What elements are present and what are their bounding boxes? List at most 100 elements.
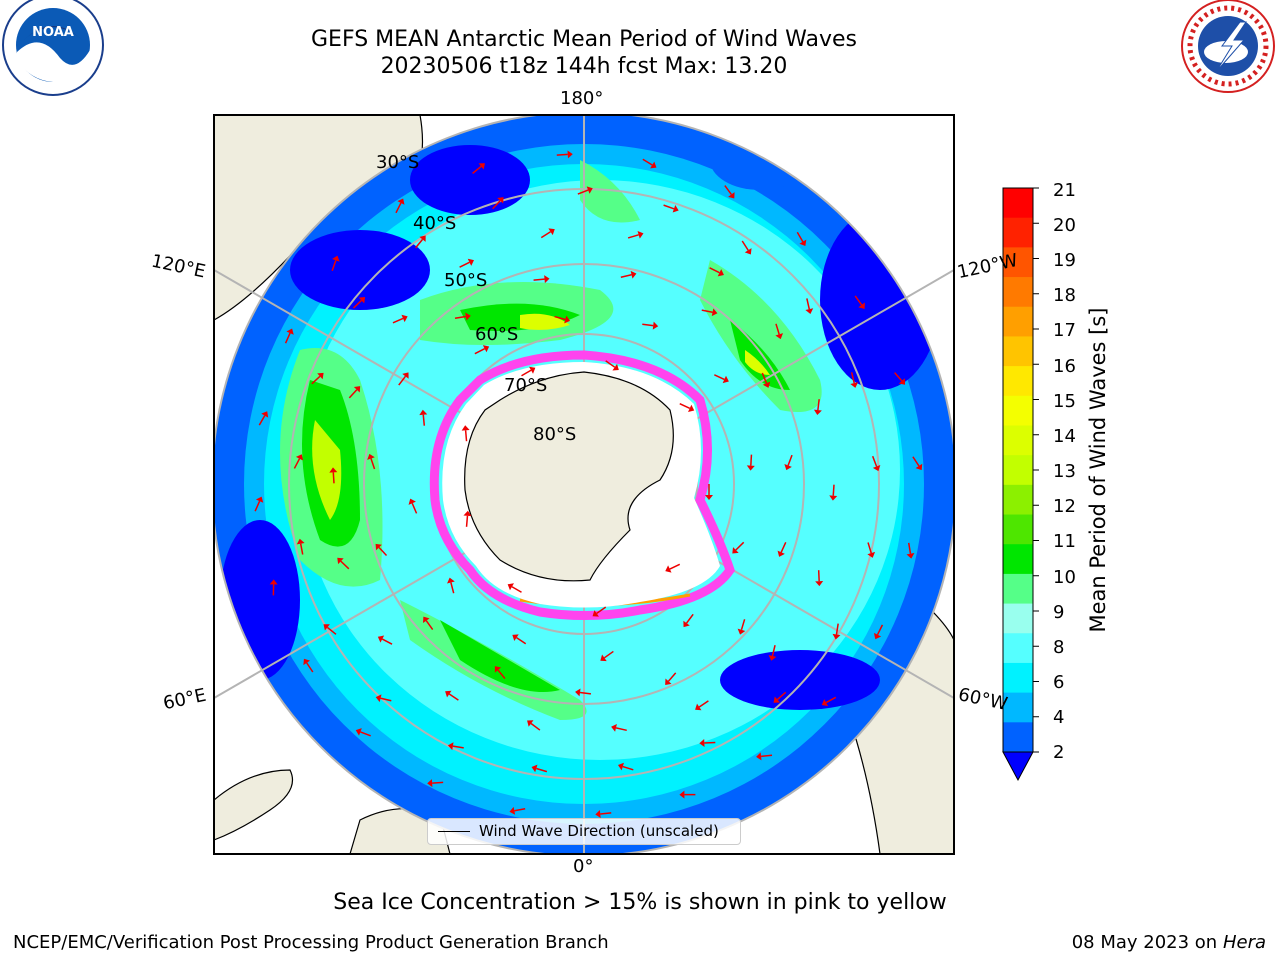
wave-direction-arrow bbox=[337, 557, 350, 570]
footer-date-text: 08 May 2023 on bbox=[1071, 932, 1218, 953]
sea-ice-edge bbox=[429, 350, 735, 621]
colorbar-segment bbox=[1003, 277, 1033, 308]
cb-tick: 20 bbox=[1053, 215, 1076, 236]
colorbar-segment bbox=[1003, 188, 1033, 219]
lat-label-40s: 40°S bbox=[413, 213, 457, 234]
wave-direction-arrow bbox=[777, 541, 787, 557]
wave-direction-arrow bbox=[427, 779, 444, 788]
wave-direction-arrow bbox=[575, 688, 592, 697]
colorbar-segment bbox=[1003, 217, 1033, 248]
wave-direction-arrow bbox=[395, 198, 405, 214]
cb-tick: 13 bbox=[1053, 461, 1076, 482]
wave-direction-arrow bbox=[620, 270, 637, 279]
wave-direction-arrow bbox=[813, 399, 822, 416]
wave-direction-arrow bbox=[605, 360, 619, 371]
colorbar-segment bbox=[1003, 425, 1033, 456]
colorbar-segment bbox=[1003, 544, 1033, 575]
wave-direction-arrow bbox=[472, 163, 485, 174]
wave-direction-arrow bbox=[618, 762, 634, 771]
wave-direction-arrow bbox=[627, 230, 644, 239]
wave-direction-arrow bbox=[821, 696, 837, 707]
cb-tick: 4 bbox=[1053, 707, 1065, 728]
colorbar-under-arrow bbox=[1002, 751, 1034, 782]
wave-direction-arrow bbox=[494, 666, 506, 680]
map-legend: Wind Wave Direction (unscaled) bbox=[427, 818, 741, 845]
wave-direction-arrow bbox=[254, 496, 264, 512]
wave-direction-arrow bbox=[796, 231, 807, 247]
colorbar-segment bbox=[1003, 395, 1033, 426]
wave-direction-arrow bbox=[642, 158, 657, 169]
wave-direction-arrow bbox=[531, 764, 548, 773]
wave-direction-arrow bbox=[611, 723, 627, 732]
wave-direction-arrow bbox=[705, 484, 713, 500]
lon-label-180: 180° bbox=[560, 88, 604, 109]
wave-direction-arrow bbox=[415, 235, 426, 249]
wave-direction-arrow bbox=[331, 255, 340, 271]
wave-direction-arrow bbox=[761, 372, 771, 388]
wave-direction-arrow bbox=[871, 455, 881, 472]
cb-tick: 17 bbox=[1053, 320, 1076, 341]
lat-label-60s: 60°S bbox=[475, 324, 519, 345]
wave-direction-arrow bbox=[663, 204, 679, 213]
legend-label: Wind Wave Direction (unscaled) bbox=[479, 822, 719, 840]
wave-direction-arrow bbox=[775, 323, 784, 340]
wave-direction-arrow bbox=[303, 658, 314, 673]
sea-ice-note: Sea Ice Concentration > 15% is shown in … bbox=[333, 890, 947, 915]
cb-tick: 15 bbox=[1053, 391, 1076, 412]
colorbar-segment bbox=[1003, 366, 1033, 397]
wave-direction-arrow bbox=[829, 484, 838, 501]
colorbar bbox=[1002, 187, 1039, 782]
cb-tick: 11 bbox=[1053, 531, 1076, 552]
antarctica-land bbox=[464, 371, 674, 582]
wave-direction-arrow bbox=[423, 616, 434, 631]
map-frame bbox=[213, 114, 955, 855]
wave-direction-arrow bbox=[894, 372, 906, 385]
wave-direction-arrow bbox=[459, 258, 474, 268]
wave-direction-arrow bbox=[323, 624, 337, 635]
cb-tick: 19 bbox=[1053, 250, 1076, 271]
lat-label-30s: 30°S bbox=[376, 152, 420, 173]
wave-direction-arrow bbox=[701, 308, 718, 317]
madagascar-land bbox=[214, 769, 294, 841]
lat-label-80s: 80°S bbox=[533, 424, 577, 445]
page-title-line2: 20230506 t18z 144h fcst Max: 13.20 bbox=[380, 54, 788, 79]
wave-direction-arrow bbox=[377, 635, 393, 645]
wave-direction-arrow bbox=[398, 372, 409, 386]
wave-direction-arrow bbox=[592, 606, 607, 617]
nws-logo bbox=[1181, 0, 1275, 93]
wave-direction-arrow bbox=[556, 150, 573, 159]
wave-direction-arrow bbox=[375, 694, 392, 703]
wave-direction-arrow bbox=[533, 275, 550, 284]
wave-direction-arrow bbox=[509, 806, 526, 815]
noaa-logo-text: NOAA bbox=[32, 25, 74, 40]
footer-host: Hera bbox=[1222, 932, 1266, 953]
wave-direction-arrow bbox=[724, 185, 735, 199]
wave-direction-arrow bbox=[445, 690, 459, 701]
wave-direction-arrow bbox=[329, 467, 338, 484]
wave-direction-arrow bbox=[906, 542, 915, 559]
wave-direction-arrow bbox=[463, 510, 472, 527]
wave-direction-arrow bbox=[392, 314, 408, 324]
legend-line-icon bbox=[438, 831, 470, 832]
colorbar-segment bbox=[1003, 633, 1033, 664]
wave-direction-arrow bbox=[695, 700, 709, 711]
wave-direction-arrow bbox=[355, 728, 371, 737]
wave-direction-arrow bbox=[492, 197, 504, 210]
wave-direction-arrow bbox=[732, 541, 745, 554]
wind-wave-arrows bbox=[254, 150, 923, 818]
colorbar-segment bbox=[1003, 336, 1033, 367]
wave-direction-arrow bbox=[784, 454, 793, 471]
wave-direction-arrow bbox=[296, 538, 305, 555]
cb-tick: 8 bbox=[1053, 637, 1065, 658]
wave-direction-arrow bbox=[595, 810, 612, 818]
wave-direction-arrow bbox=[512, 634, 527, 645]
wave-direction-arrow bbox=[867, 542, 876, 558]
wave-direction-arrow bbox=[854, 295, 865, 309]
cb-tick: 6 bbox=[1053, 672, 1065, 693]
colorbar-segment bbox=[1003, 484, 1033, 516]
colorbar-segment bbox=[1003, 306, 1033, 337]
lat-label-70s: 70°S bbox=[504, 375, 548, 396]
cb-tick: 2 bbox=[1053, 742, 1065, 763]
colorbar-segment bbox=[1003, 722, 1033, 753]
wave-direction-arrow bbox=[447, 577, 455, 594]
